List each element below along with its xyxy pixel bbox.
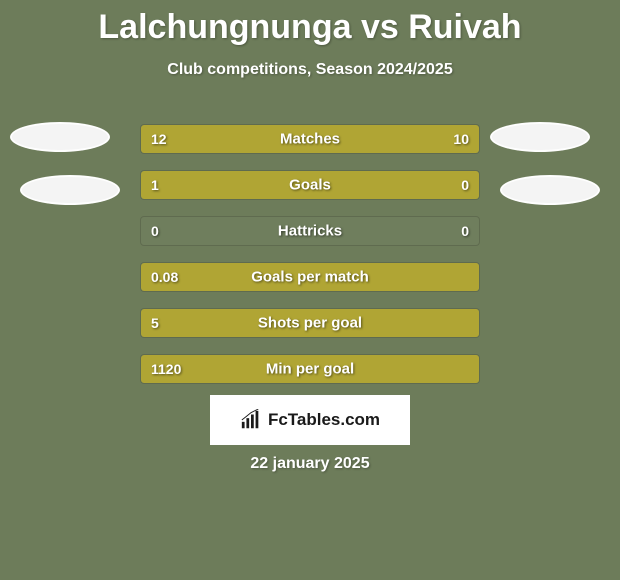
player-avatar-right <box>490 122 590 152</box>
stat-value-left: 5 <box>151 315 159 331</box>
stat-row: 1120 Min per goal <box>140 354 480 384</box>
brand-text: FcTables.com <box>268 410 380 430</box>
player-avatar-left <box>20 175 120 205</box>
subtitle: Club competitions, Season 2024/2025 <box>0 61 620 79</box>
player-avatar-left <box>10 122 110 152</box>
stat-label: Matches <box>280 131 340 148</box>
stat-label: Hattricks <box>278 223 342 240</box>
player-avatar-right <box>500 175 600 205</box>
stat-row: 0 0 Hattricks <box>140 216 480 246</box>
stat-value-right: 0 <box>461 177 469 193</box>
stat-value-left: 1 <box>151 177 159 193</box>
stat-label: Goals per match <box>251 269 369 286</box>
stat-label: Min per goal <box>266 361 354 378</box>
chart-icon <box>240 409 262 431</box>
stat-value-right: 0 <box>461 223 469 239</box>
stat-value-left: 0 <box>151 223 159 239</box>
stat-value-left: 1120 <box>151 361 181 377</box>
page-title: Lalchungnunga vs Ruivah <box>0 0 620 47</box>
stat-value-left: 0.08 <box>151 269 178 285</box>
stat-value-left: 12 <box>151 131 167 147</box>
comparison-chart: 1210Matches10Goals00Hattricks0.08Goals p… <box>140 124 480 400</box>
stat-label: Goals <box>289 177 331 194</box>
date-text: 22 january 2025 <box>250 455 369 473</box>
stat-row: 0.08 Goals per match <box>140 262 480 292</box>
stat-bar-left <box>141 171 405 199</box>
stat-row: 5 Shots per goal <box>140 308 480 338</box>
stat-row: 12 10 Matches <box>140 124 480 154</box>
brand-badge: FcTables.com <box>210 395 410 445</box>
stat-label: Shots per goal <box>258 315 362 332</box>
stat-row: 1 0 Goals <box>140 170 480 200</box>
stat-value-right: 10 <box>453 131 469 147</box>
